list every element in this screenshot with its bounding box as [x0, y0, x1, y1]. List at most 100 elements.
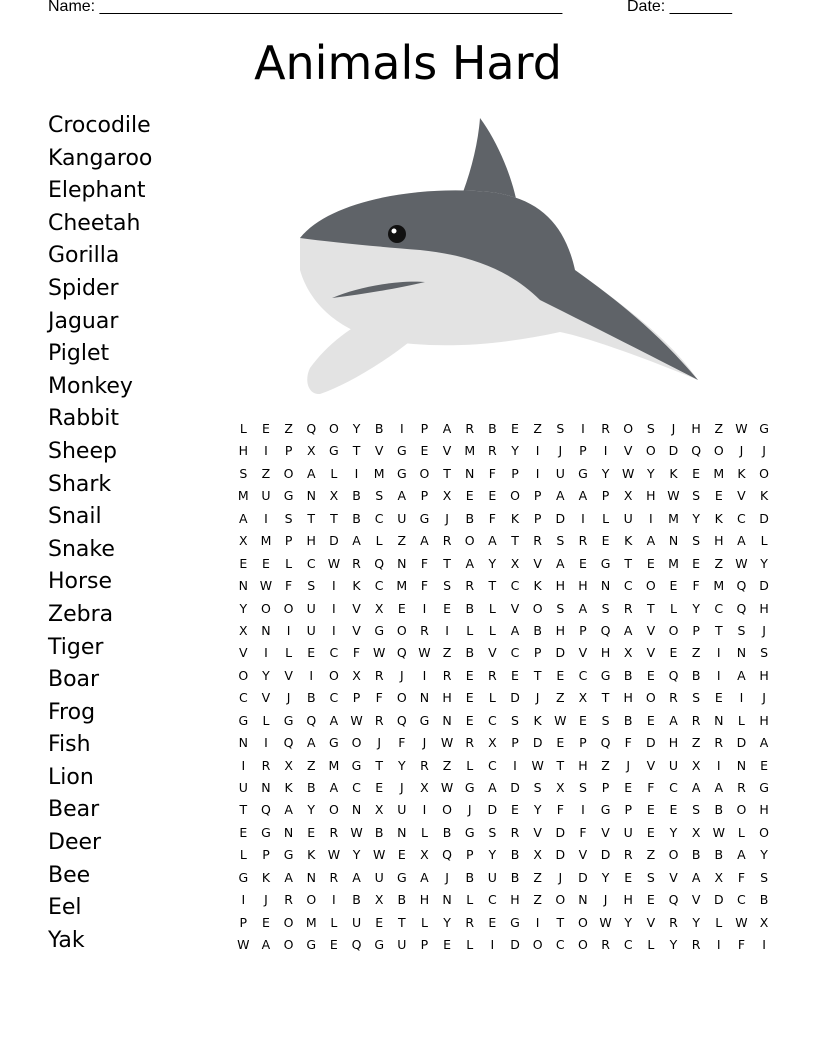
grid-letter[interactable]: T — [624, 555, 633, 571]
grid-letter[interactable]: E — [646, 667, 655, 683]
grid-letter[interactable]: H — [623, 690, 633, 706]
grid-letter[interactable]: T — [488, 578, 497, 594]
grid-letter[interactable]: L — [715, 914, 723, 930]
grid-letter[interactable]: B — [691, 847, 701, 863]
grid-letter[interactable]: T — [375, 757, 383, 773]
grid-letter[interactable]: B — [759, 892, 769, 908]
grid-letter[interactable]: H — [759, 667, 769, 683]
grid-letter[interactable]: N — [668, 533, 679, 549]
grid-letter[interactable]: P — [284, 443, 293, 459]
grid-letter[interactable]: E — [646, 802, 655, 818]
grid-letter[interactable]: C — [737, 892, 746, 908]
grid-letter[interactable]: P — [511, 735, 519, 751]
grid-letter[interactable]: E — [329, 937, 338, 953]
grid-letter[interactable]: A — [397, 488, 407, 504]
grid-letter[interactable]: S — [760, 645, 769, 661]
grid-letter[interactable]: B — [714, 802, 724, 818]
grid-letter[interactable]: A — [352, 533, 361, 549]
grid-letter[interactable]: A — [691, 869, 701, 885]
grid-letter[interactable]: O — [668, 847, 679, 863]
grid-letter[interactable]: T — [601, 690, 610, 706]
grid-letter[interactable]: O — [645, 443, 656, 459]
grid-letter[interactable]: C — [352, 780, 361, 795]
grid-letter[interactable]: G — [238, 869, 249, 885]
grid-letter[interactable]: H — [419, 892, 430, 908]
grid-letter[interactable]: I — [739, 690, 744, 706]
grid-letter[interactable]: E — [601, 533, 610, 549]
grid-letter[interactable]: V — [578, 645, 588, 661]
grid-letter[interactable]: K — [284, 780, 293, 795]
grid-letter[interactable]: N — [351, 802, 362, 818]
grid-letter[interactable]: D — [532, 735, 543, 751]
grid-letter[interactable]: J — [603, 892, 608, 908]
grid-letter[interactable]: I — [241, 757, 246, 773]
grid-letter[interactable]: Q — [736, 600, 747, 616]
grid-letter[interactable]: M — [668, 510, 679, 526]
grid-letter[interactable]: E — [239, 555, 248, 571]
grid-letter[interactable]: U — [623, 824, 633, 840]
grid-letter[interactable]: W — [667, 488, 680, 504]
grid-letter[interactable]: Y — [488, 847, 497, 863]
grid-letter[interactable]: U — [351, 914, 362, 930]
grid-letter[interactable]: R — [691, 937, 701, 953]
grid-letter[interactable]: F — [375, 690, 383, 706]
grid-letter[interactable]: E — [420, 443, 429, 459]
grid-letter[interactable]: O — [283, 465, 294, 481]
grid-letter[interactable]: A — [556, 488, 565, 504]
grid-letter[interactable]: O — [238, 667, 249, 683]
grid-letter[interactable]: X — [374, 600, 384, 616]
grid-letter[interactable]: S — [737, 622, 746, 638]
grid-letter[interactable]: L — [330, 465, 338, 481]
grid-letter[interactable]: B — [374, 421, 384, 436]
grid-letter[interactable]: E — [714, 488, 723, 504]
grid-letter[interactable]: X — [329, 488, 339, 504]
grid-letter[interactable]: Z — [397, 533, 407, 549]
grid-letter[interactable]: B — [488, 421, 497, 436]
grid-letter[interactable]: F — [579, 824, 587, 840]
grid-letter[interactable]: K — [533, 712, 542, 728]
grid-letter[interactable]: C — [488, 892, 497, 908]
grid-letter[interactable]: V — [488, 645, 497, 661]
grid-letter[interactable]: T — [511, 533, 519, 549]
grid-letter[interactable]: U — [397, 802, 407, 818]
grid-letter[interactable]: R — [352, 555, 361, 571]
grid-letter[interactable]: W — [418, 645, 431, 661]
grid-letter[interactable]: N — [736, 645, 747, 661]
grid-letter[interactable]: E — [397, 847, 406, 863]
grid-letter[interactable]: G — [283, 488, 294, 504]
grid-letter[interactable]: R — [442, 667, 452, 683]
grid-letter[interactable]: V — [623, 443, 633, 459]
grid-letter[interactable]: S — [692, 690, 701, 706]
grid-letter[interactable]: I — [716, 757, 721, 773]
grid-letter[interactable]: D — [578, 869, 588, 885]
grid-letter[interactable]: F — [556, 802, 564, 818]
grid-letter[interactable]: G — [419, 712, 430, 728]
grid-letter[interactable]: N — [465, 465, 475, 481]
grid-letter[interactable]: E — [465, 667, 474, 683]
grid-letter[interactable]: G — [396, 869, 407, 885]
grid-letter[interactable]: O — [396, 622, 407, 638]
grid-letter[interactable]: K — [759, 488, 769, 504]
grid-letter[interactable]: E — [692, 555, 701, 571]
grid-letter[interactable]: R — [510, 824, 520, 840]
grid-letter[interactable]: F — [737, 869, 746, 885]
grid-letter[interactable]: B — [465, 510, 475, 526]
grid-letter[interactable]: S — [375, 488, 384, 504]
grid-letter[interactable]: L — [285, 555, 293, 571]
grid-letter[interactable]: A — [578, 488, 588, 504]
grid-letter[interactable]: M — [713, 578, 725, 594]
grid-letter[interactable]: X — [352, 667, 361, 683]
grid-letter[interactable]: S — [692, 533, 701, 549]
grid-letter[interactable]: C — [329, 690, 339, 706]
grid-letter[interactable]: P — [533, 645, 542, 661]
grid-letter[interactable]: Q — [736, 578, 747, 594]
grid-letter[interactable]: K — [624, 533, 633, 549]
grid-letter[interactable]: Z — [691, 735, 701, 751]
grid-letter[interactable]: A — [329, 712, 339, 728]
grid-letter[interactable]: X — [714, 869, 724, 885]
grid-letter[interactable]: N — [736, 757, 747, 773]
grid-letter[interactable]: O — [328, 421, 339, 436]
grid-letter[interactable]: D — [668, 443, 679, 459]
grid-letter[interactable]: R — [420, 622, 429, 638]
grid-letter[interactable]: Y — [760, 555, 768, 571]
